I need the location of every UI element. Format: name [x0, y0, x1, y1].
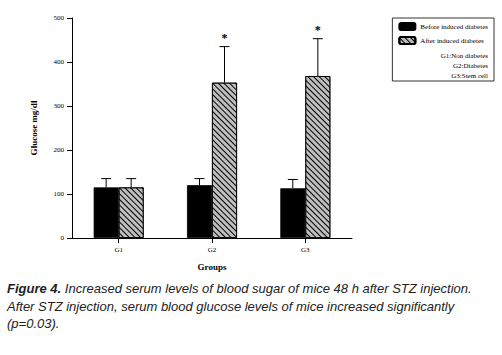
svg-text:500: 500 — [54, 14, 65, 22]
svg-text:200: 200 — [54, 146, 65, 154]
svg-text:*: * — [222, 31, 228, 45]
svg-text:After induced diabetes: After induced diabetes — [420, 37, 484, 45]
svg-text:*: * — [315, 23, 321, 37]
svg-text:Before induced diabetes: Before induced diabetes — [420, 23, 488, 31]
svg-text:400: 400 — [54, 58, 65, 66]
svg-text:G1: G1 — [114, 246, 123, 254]
svg-text:Glucose mg/dl: Glucose mg/dl — [29, 100, 39, 155]
svg-text:0: 0 — [61, 234, 65, 242]
svg-text:G3: G3 — [301, 246, 310, 254]
svg-text:Groups: Groups — [198, 262, 227, 272]
html-text:Figure 4. Increased serum leve: Figure 4. Increased serum levels of bloo… — [7, 281, 472, 332]
svg-text:100: 100 — [54, 190, 65, 198]
svg-text:G2: G2 — [208, 246, 217, 254]
svg-text:300: 300 — [54, 102, 65, 110]
